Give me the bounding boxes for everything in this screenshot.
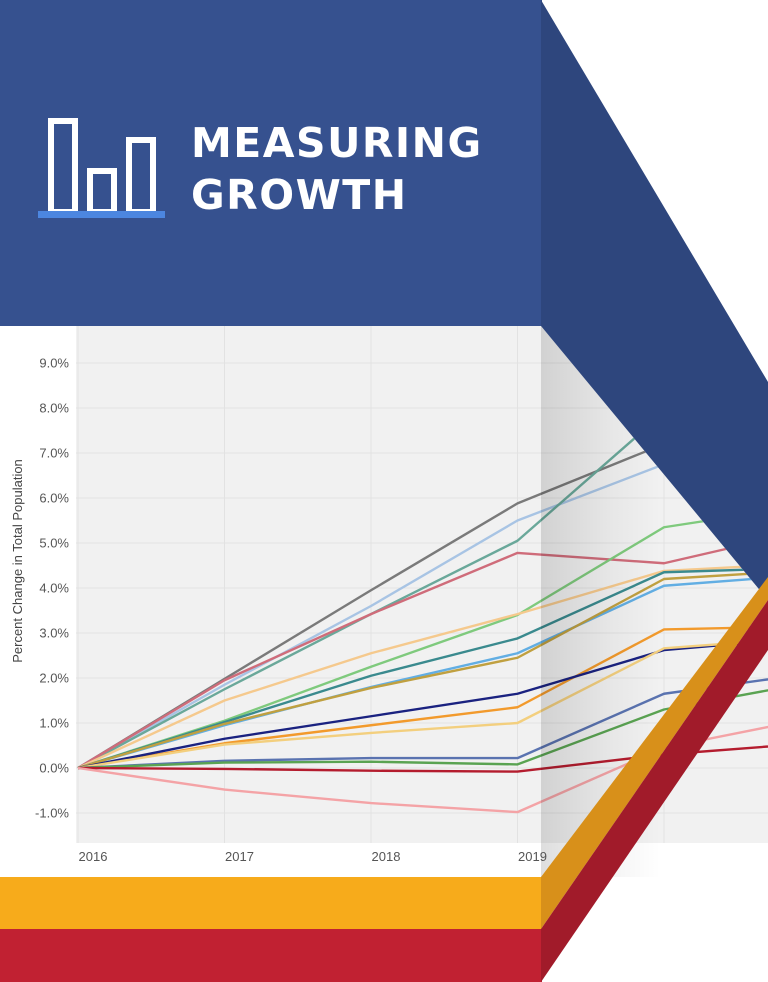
- y-axis-title: Percent Change in Total Population: [10, 459, 25, 663]
- y-tick-label: 7.0%: [39, 446, 69, 461]
- title-line-1: MEASURING: [191, 119, 483, 167]
- header-banner: [0, 0, 768, 600]
- gold-stripe: [0, 877, 542, 929]
- y-tick-label: -1.0%: [35, 806, 69, 821]
- gold-stripe-fold: [541, 577, 768, 929]
- series-line-7: [77, 566, 768, 770]
- y-tick-label: 5.0%: [39, 536, 69, 551]
- red-stripe-fold: [541, 600, 768, 982]
- y-tick-label: 8.0%: [39, 401, 69, 416]
- y-tick-label: 1.0%: [39, 716, 69, 731]
- x-tick-label: 2018: [372, 849, 401, 864]
- x-axis-ticks: 2016 2017 2018 2019: [79, 849, 547, 864]
- series-line-12: [77, 636, 768, 770]
- y-tick-label: 9.0%: [39, 356, 69, 371]
- red-stripe: [0, 929, 542, 982]
- x-tick-label: 2019: [518, 849, 547, 864]
- series-line-6: [77, 562, 768, 770]
- accent-stripes: [0, 577, 768, 982]
- x-tick-label: 2016: [79, 849, 108, 864]
- series-line-11: [77, 636, 768, 770]
- title-line-2: GROWTH: [191, 171, 408, 219]
- y-tick-label: 3.0%: [39, 626, 69, 641]
- y-tick-label: 0.0%: [39, 761, 69, 776]
- bar-chart-icon: [38, 118, 165, 218]
- header-fold: [541, 0, 768, 600]
- y-tick-label: 4.0%: [39, 581, 69, 596]
- series-line-4: [77, 528, 768, 770]
- icon-baseline: [38, 211, 165, 218]
- x-tick-label: 2017: [225, 849, 254, 864]
- y-tick-label: 6.0%: [39, 491, 69, 506]
- y-axis-ticks: 9.0% 8.0% 7.0% 6.0% 5.0% 4.0% 3.0% 2.0% 1.0% 0.0%…: [35, 356, 69, 821]
- header-background: [0, 0, 542, 326]
- y-tick-label: 2.0%: [39, 671, 69, 686]
- series-line-9: [77, 568, 768, 770]
